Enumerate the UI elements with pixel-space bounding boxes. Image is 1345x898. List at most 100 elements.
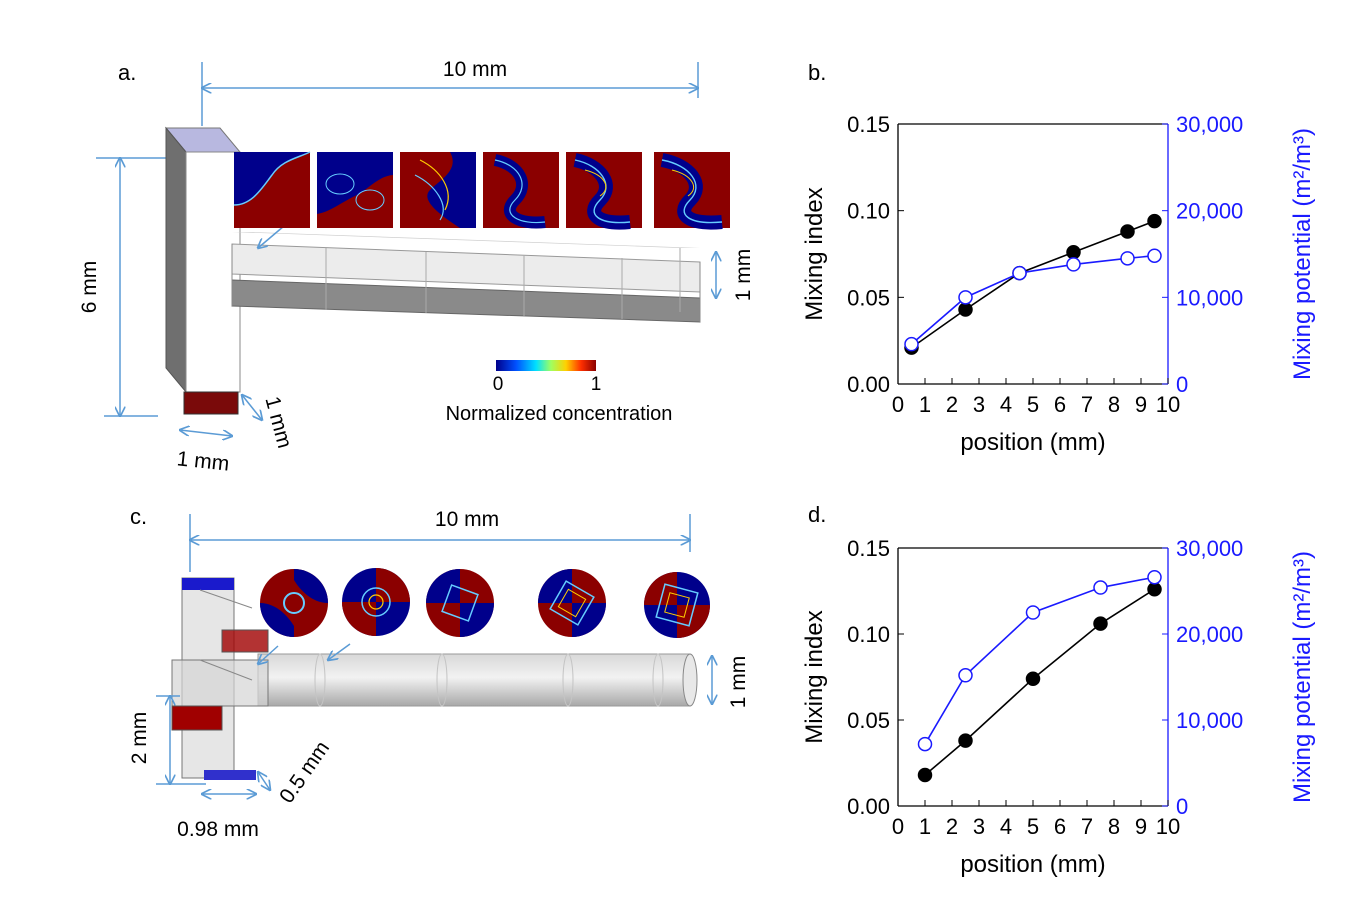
concentration-snapshot bbox=[400, 152, 476, 228]
chart-panel-label: b. bbox=[808, 60, 826, 85]
cross-section-marker bbox=[652, 653, 664, 707]
mixing-potential-point bbox=[1066, 257, 1081, 272]
cross-section-marker bbox=[562, 653, 574, 707]
x-tick-label: 3 bbox=[973, 392, 985, 417]
mixing-potential-point bbox=[904, 336, 919, 352]
y-tick-label: 0.00 bbox=[847, 794, 890, 819]
panel-a: a. 10 mm 6 mm bbox=[78, 58, 755, 476]
cylindrical-channel bbox=[257, 653, 698, 707]
inlet-depth-arrow bbox=[242, 395, 262, 420]
inlet-width-arrow bbox=[180, 430, 232, 436]
mixing-potential-point bbox=[1025, 605, 1041, 620]
y-tick-label: 0.00 bbox=[847, 372, 890, 397]
x-tick-label: 9 bbox=[1135, 814, 1147, 839]
mixing-index-point bbox=[1147, 213, 1162, 229]
x-tick-label: 7 bbox=[1081, 392, 1093, 417]
x-tick-label: 10 bbox=[1156, 814, 1180, 839]
inlet-width-label: 0.98 mm bbox=[177, 818, 259, 841]
right-y-axis-label: Mixing potential (m²/m³) bbox=[1289, 128, 1316, 380]
mixing-potential-line bbox=[924, 576, 1155, 745]
length-dimension-label: 10 mm bbox=[443, 58, 507, 81]
right-y-tick-label: 10,000 bbox=[1176, 708, 1243, 733]
mixing-index-point bbox=[958, 302, 973, 317]
pointer-arrow bbox=[258, 225, 285, 248]
y-tick-label: 0.10 bbox=[847, 199, 890, 224]
height-dimension-label: 6 mm bbox=[78, 261, 101, 314]
x-tick-label: 5 bbox=[1027, 814, 1039, 839]
mixing-potential-point bbox=[958, 290, 973, 305]
x-tick-label: 6 bbox=[1054, 392, 1066, 417]
inlet-depth-label: 0.5 mm bbox=[275, 737, 334, 808]
x-tick-label: 4 bbox=[1000, 392, 1012, 417]
pointer-arrow bbox=[258, 645, 279, 664]
right-y-tick-label: 20,000 bbox=[1176, 622, 1243, 647]
mixing-index-point bbox=[1120, 224, 1135, 239]
concentration-snapshot bbox=[233, 151, 311, 228]
mixing-potential-point bbox=[1147, 248, 1162, 263]
y-axis-label: Mixing index bbox=[801, 610, 828, 743]
chart-panel-label: d. bbox=[808, 502, 826, 527]
inlet-depth-label: 1 mm bbox=[260, 394, 296, 451]
mixing-index-point bbox=[917, 767, 933, 783]
colorbar bbox=[496, 360, 596, 371]
x-tick-label: 8 bbox=[1108, 392, 1120, 417]
colorbar-max-label: 1 bbox=[591, 374, 602, 395]
concentration-snapshot bbox=[654, 152, 730, 230]
panel-c: c. 10 mm 1 mm bbox=[128, 504, 750, 841]
x-tick-label: 2 bbox=[946, 814, 958, 839]
concentration-snapshots bbox=[233, 151, 730, 230]
concentration-snapshot bbox=[426, 569, 494, 637]
right-y-tick-label: 20,000 bbox=[1176, 199, 1243, 224]
concentration-snapshot bbox=[538, 569, 606, 637]
mixing-index-point bbox=[1093, 616, 1108, 631]
x-tick-label: 9 bbox=[1135, 392, 1147, 417]
panel-a-label: a. bbox=[118, 60, 136, 85]
colorbar-min-label: 0 bbox=[493, 374, 504, 395]
right-y-tick-label: 0 bbox=[1176, 794, 1188, 819]
y-tick-label: 0.10 bbox=[847, 622, 890, 647]
mixing-potential-point bbox=[1093, 580, 1108, 595]
concentration-snapshot bbox=[566, 152, 642, 230]
x-tick-label: 5 bbox=[1027, 392, 1039, 417]
right-y-tick-label: 10,000 bbox=[1176, 285, 1243, 310]
concentration-snapshot bbox=[317, 152, 393, 228]
channel-dimension-label: 1 mm bbox=[727, 656, 750, 709]
mixing-index-line bbox=[911, 220, 1155, 349]
x-tick-label: 3 bbox=[973, 814, 985, 839]
x-tick-label: 2 bbox=[946, 392, 958, 417]
t-mixer-horizontal-channel bbox=[231, 232, 701, 323]
mixing-index-line bbox=[924, 588, 1155, 776]
colorbar-title: Normalized concentration bbox=[446, 403, 673, 425]
mixing-potential-point bbox=[1147, 569, 1162, 585]
length-dimension-label: 10 mm bbox=[435, 508, 499, 531]
x-tick-label: 4 bbox=[1000, 814, 1012, 839]
mixing-index-point bbox=[1147, 582, 1162, 597]
concentration-snapshot bbox=[260, 569, 328, 637]
y-tick-label: 0.15 bbox=[847, 536, 890, 561]
x-axis-label: position (mm) bbox=[960, 429, 1105, 456]
channel-dimension-label: 1 mm bbox=[732, 249, 755, 302]
mixing-potential-line bbox=[910, 254, 1155, 345]
y-tick-label: 0.05 bbox=[847, 285, 890, 310]
concentration-snapshot bbox=[644, 572, 710, 638]
x-tick-label: 10 bbox=[1156, 392, 1180, 417]
x-tick-label: 0 bbox=[892, 392, 904, 417]
right-y-tick-label: 0 bbox=[1176, 372, 1188, 397]
x-tick-label: 1 bbox=[919, 392, 931, 417]
y-tick-label: 0.05 bbox=[847, 708, 890, 733]
x-tick-label: 0 bbox=[892, 814, 904, 839]
mixing-potential-point bbox=[1012, 265, 1027, 281]
chart-panel-d: d.0 1 2 3 4 5 6 7 8 9 100.000.050.100.15010,00020,… bbox=[801, 502, 1316, 878]
right-y-tick-label: 30,000 bbox=[1176, 112, 1243, 137]
x-tick-label: 1 bbox=[919, 814, 931, 839]
right-y-axis-label: Mixing potential (m²/m³) bbox=[1289, 551, 1316, 803]
inlet-height-label: 2 mm bbox=[128, 712, 151, 765]
cross-section-marker bbox=[314, 653, 326, 707]
pointer-arrow bbox=[328, 643, 351, 660]
x-tick-label: 8 bbox=[1108, 814, 1120, 839]
chart-panel-b: b.0 1 2 3 4 5 6 7 8 9 100.000.050.100.15010,00020,… bbox=[801, 60, 1316, 456]
mixing-index-point bbox=[1025, 671, 1041, 686]
inlet-depth-arrow bbox=[258, 772, 270, 790]
mixing-index-point bbox=[1066, 245, 1081, 260]
